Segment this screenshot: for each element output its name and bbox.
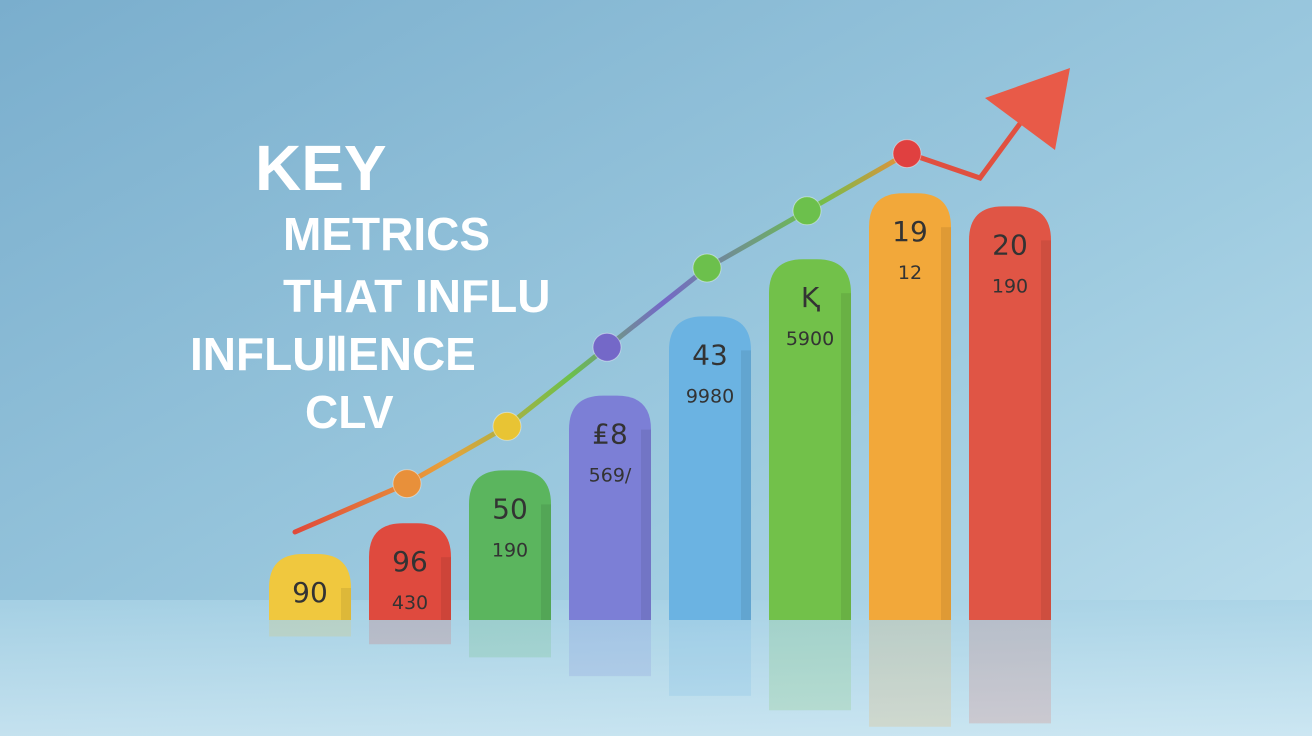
bar-shade: [841, 293, 851, 620]
bar-reflection: [569, 620, 651, 677]
bar-reflection: [469, 620, 551, 658]
bar-label: 430: [392, 592, 428, 614]
bar-reflection: [769, 620, 851, 711]
title-line: KEY: [255, 132, 387, 204]
bar-shade: [441, 557, 451, 620]
title-line: INFLUⅡENCE: [190, 328, 476, 380]
bar-reflection: [269, 620, 351, 637]
bar-label: 43: [692, 338, 728, 371]
title-line: CLV: [305, 386, 394, 438]
trend-marker: [892, 139, 922, 169]
title-line: METRICS: [283, 208, 490, 260]
bar-shade: [341, 588, 351, 620]
bar: [969, 206, 1051, 620]
bar-label: 190: [992, 275, 1028, 297]
bar-reflection: [969, 620, 1051, 724]
bar-reflection: [869, 620, 951, 727]
bar-label: 50: [492, 492, 528, 525]
bar-label: Ⱪ: [801, 281, 820, 314]
bar-label: 190: [492, 539, 528, 561]
bar-shade: [941, 227, 951, 620]
bar-shade: [641, 429, 651, 620]
bar: [569, 395, 651, 620]
bar-shade: [741, 350, 751, 620]
bar-label: 20: [992, 228, 1028, 261]
bar-label: ₤8: [592, 418, 628, 451]
bar: [869, 193, 951, 620]
title-line: THAT INFLU: [283, 270, 550, 322]
bar-label: 90: [292, 576, 328, 609]
bar-label: 96: [392, 545, 428, 578]
bar-label: 19: [892, 215, 928, 248]
bar-reflection: [669, 620, 751, 696]
bars: 90 96 430 50 190 ₤8 569/43 9980 Ⱪ 5900 19 12 20 190: [269, 193, 1051, 727]
bar: [669, 316, 751, 620]
bar: [269, 554, 351, 620]
trend-marker: [792, 196, 822, 226]
bar-label: 5900: [786, 328, 834, 350]
bar-shade: [1041, 240, 1051, 620]
bar-label: 12: [898, 262, 922, 284]
bar-label: 9980: [686, 385, 734, 407]
bar-shade: [541, 504, 551, 620]
trend-marker: [492, 411, 522, 441]
floor: [0, 600, 1312, 736]
trend-marker: [392, 469, 422, 499]
bar: [769, 259, 851, 620]
bar: [369, 523, 451, 620]
arrow-shaft: [904, 107, 1033, 181]
bar-reflection: [369, 620, 451, 645]
bar: [469, 470, 551, 620]
bar-label: 569/: [589, 465, 632, 487]
trend-marker: [592, 332, 622, 362]
arrow-head: [985, 68, 1070, 150]
trend: [292, 68, 1070, 535]
trend-marker: [692, 253, 722, 283]
